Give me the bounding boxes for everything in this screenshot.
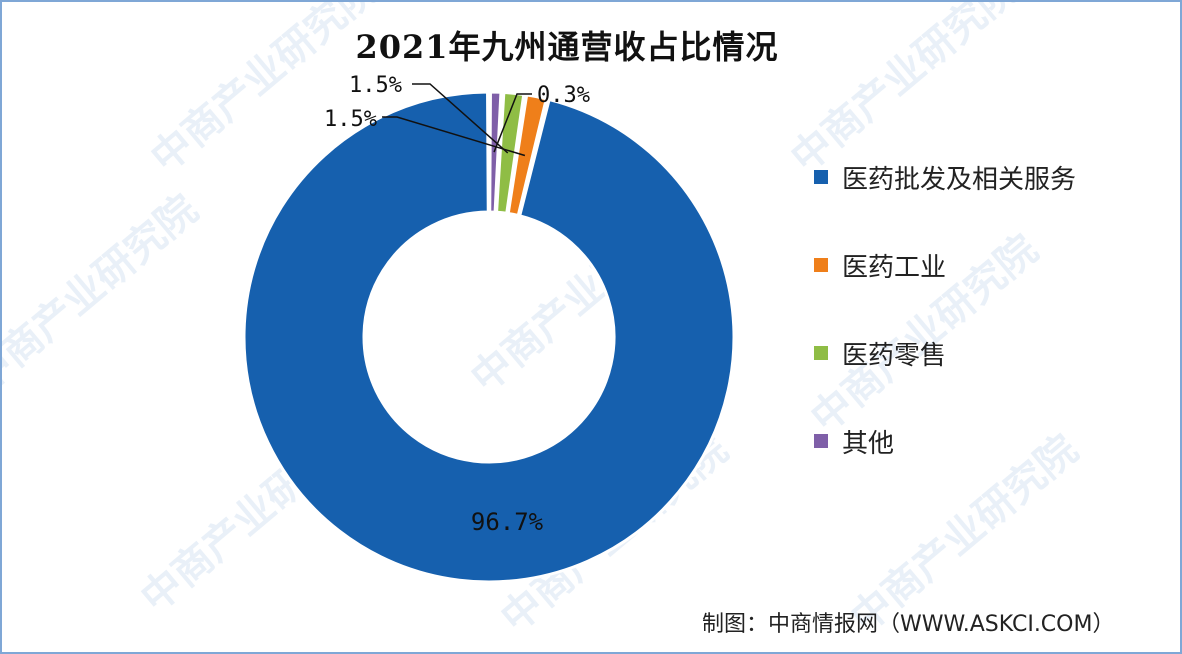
donut-slices xyxy=(242,90,736,584)
data-label: 1.5% xyxy=(324,107,377,132)
donut-slice xyxy=(242,90,736,584)
donut-slice xyxy=(494,90,526,215)
data-label: 0.3% xyxy=(537,83,590,108)
chart-title: 2021年九州通营收占比情况 xyxy=(355,28,779,66)
leader-line xyxy=(382,116,526,157)
legend-item: 医药工业 xyxy=(814,250,1076,283)
legend-label: 医药零售 xyxy=(842,340,947,371)
leader-line xyxy=(493,93,532,153)
data-label: 96.7% xyxy=(471,508,544,536)
legend-label: 医药批发及相关服务 xyxy=(842,164,1077,195)
legend-item: 其他 xyxy=(814,426,1076,459)
legend-swatch xyxy=(814,434,828,448)
legend-label: 其他 xyxy=(842,428,895,459)
donut-slice xyxy=(506,93,549,218)
legend-swatch xyxy=(814,170,828,184)
leader-line xyxy=(412,83,509,154)
legend-item: 医药批发及相关服务 xyxy=(814,162,1076,195)
chart-legend: 医药批发及相关服务 医药工业 医药零售 其他 xyxy=(814,162,1076,514)
data-labels: 96.7% 0.3% 1.5% 1.5% xyxy=(324,73,590,536)
donut-slice xyxy=(488,90,503,214)
legend-label: 医药工业 xyxy=(842,252,947,283)
legend-swatch xyxy=(814,346,828,360)
legend-swatch xyxy=(814,258,828,272)
source-credit: 制图：中商情报网（WWW.ASKCI.COM） xyxy=(702,612,1115,637)
data-label: 1.5% xyxy=(349,73,402,98)
legend-item: 医药零售 xyxy=(814,338,1076,371)
